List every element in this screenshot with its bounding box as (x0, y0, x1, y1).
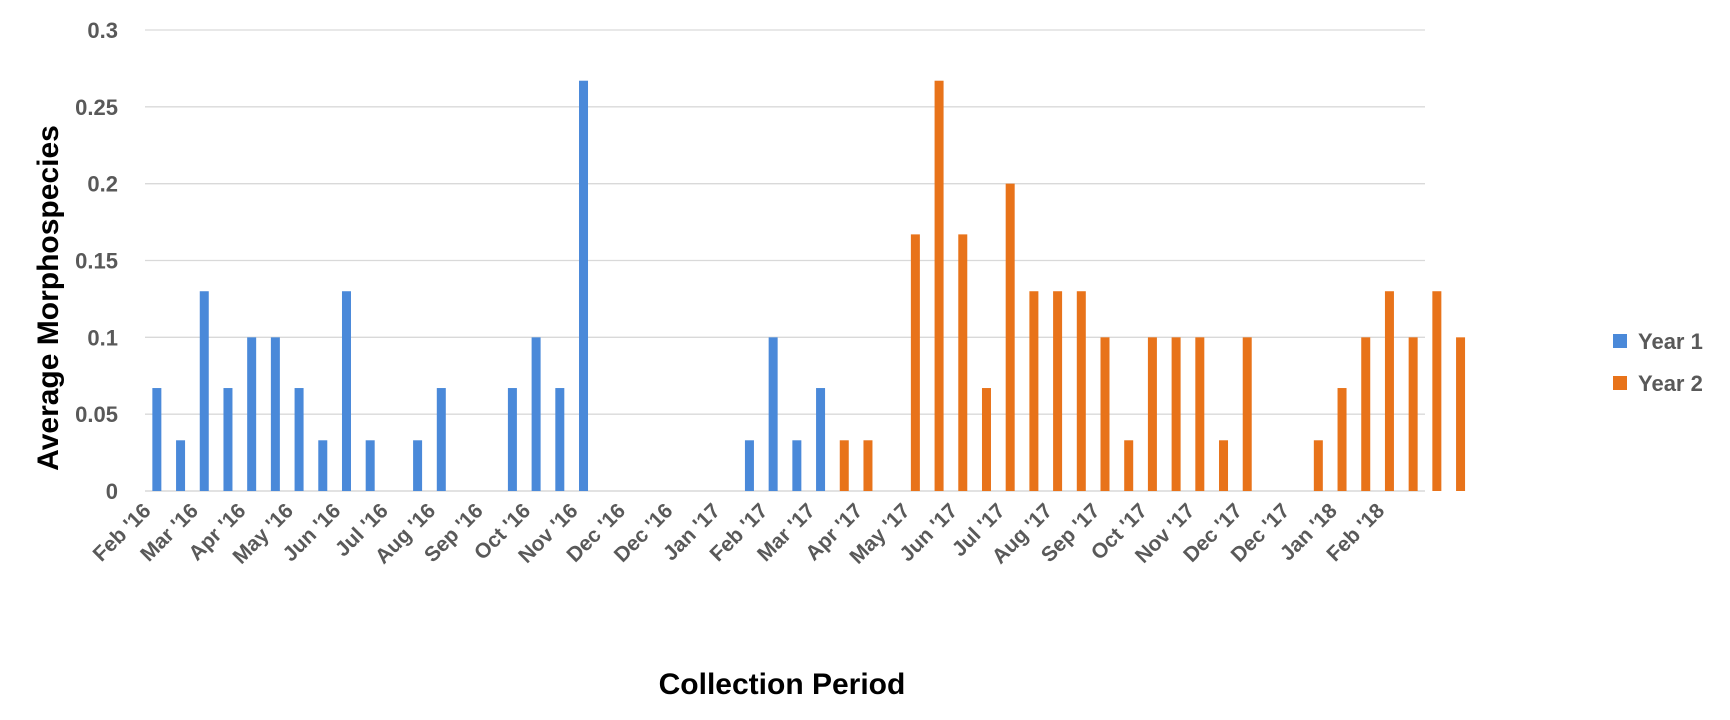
legend: Year 1 Year 2 (1613, 329, 1703, 396)
bar-year-1 (531, 337, 541, 491)
bar-year-2 (1219, 440, 1229, 491)
y-tick-label: 0.1 (87, 325, 118, 350)
bar-year-2 (934, 80, 944, 492)
bar-year-2 (1384, 291, 1394, 491)
bar-year-2 (1408, 337, 1418, 491)
bar-year-1 (579, 80, 589, 492)
bar-year-2 (1313, 440, 1323, 491)
bar-year-2 (1147, 337, 1157, 491)
bar-year-1 (507, 388, 517, 491)
bar-year-1 (792, 440, 802, 491)
legend-label-year-2: Year 2 (1638, 371, 1703, 396)
x-axis-title: Collection Period (659, 668, 906, 701)
bar-year-2 (1337, 388, 1347, 491)
bar-year-2 (958, 234, 968, 492)
bar-year-1 (270, 337, 280, 491)
legend-swatch-year-1 (1613, 334, 1627, 348)
bar-year-2 (1242, 337, 1252, 491)
bar-year-1 (816, 388, 826, 491)
bar-year-1 (768, 337, 778, 491)
bar-year-2 (1029, 291, 1039, 491)
bar-year-2 (1195, 337, 1205, 491)
y-tick-label: 0.3 (87, 18, 118, 43)
bar-year-2 (1432, 291, 1442, 491)
bar-year-1 (152, 388, 162, 491)
bar-year-2 (1100, 337, 1110, 491)
gridlines (145, 29, 1425, 492)
bar-year-2 (1124, 440, 1134, 491)
bar-year-1 (223, 388, 233, 491)
bar-year-1 (341, 291, 351, 491)
bar-year-1 (436, 388, 446, 491)
bar-year-2 (1076, 291, 1086, 491)
y-tick-label: 0.2 (87, 172, 118, 197)
bar-year-1 (247, 337, 257, 491)
bar-year-1 (744, 440, 754, 491)
bar-year-1 (318, 440, 328, 491)
y-tick-label: 0.05 (75, 402, 118, 427)
bar-year-2 (839, 440, 849, 491)
bar-year-2 (1361, 337, 1371, 491)
bar-year-2 (910, 234, 920, 492)
bar-year-2 (863, 440, 873, 491)
y-axis-title: Average Morphospecies (32, 125, 65, 471)
y-tick-label: 0.15 (75, 249, 118, 274)
y-tick-label: 0 (106, 479, 118, 504)
bar-year-1 (294, 388, 304, 491)
bar-year-1 (199, 291, 209, 491)
y-axis-ticks: 0 0.05 0.1 0.15 0.2 0.25 0.3 (75, 18, 118, 504)
bar-year-2 (1005, 183, 1015, 491)
bar-year-2 (1456, 337, 1466, 491)
bar-year-2 (981, 388, 991, 491)
bar-year-1 (365, 440, 375, 491)
legend-swatch-year-2 (1613, 376, 1627, 390)
bar-year-1 (413, 440, 423, 491)
bar-year-2 (1171, 337, 1181, 491)
bars (152, 80, 1466, 492)
legend-label-year-1: Year 1 (1638, 329, 1703, 354)
bar-year-1 (176, 440, 186, 491)
bar-year-2 (1053, 291, 1063, 491)
bar-year-1 (555, 388, 565, 491)
y-tick-label: 0.25 (75, 95, 118, 120)
